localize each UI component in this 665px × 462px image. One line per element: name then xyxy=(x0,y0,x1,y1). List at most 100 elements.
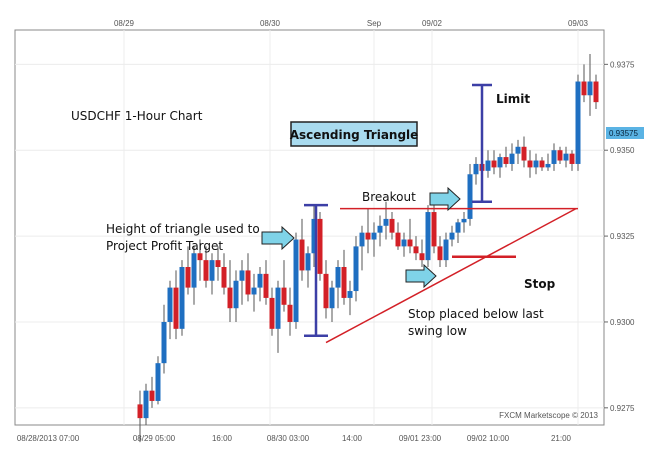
candle-body xyxy=(233,280,239,309)
candle-body xyxy=(383,218,389,226)
candle xyxy=(389,212,395,240)
candle xyxy=(149,376,155,408)
candle xyxy=(269,287,275,336)
candle-body xyxy=(317,218,323,274)
candle xyxy=(341,249,347,305)
bottom-time-label: 16:00 xyxy=(212,434,233,443)
candle-body xyxy=(431,212,437,247)
candle xyxy=(209,253,215,295)
candle xyxy=(503,146,509,168)
candle-body xyxy=(563,153,569,161)
height-note-line1: Height of triangle used to xyxy=(106,222,260,236)
swing-low-arrow-icon xyxy=(405,263,437,289)
candle xyxy=(287,287,293,336)
bottom-time-label: 09/01 23:00 xyxy=(399,434,442,443)
candle-body xyxy=(449,232,455,240)
chart-title: USDCHF 1-Hour Chart xyxy=(71,109,203,123)
candle-body xyxy=(143,390,149,419)
candle-body xyxy=(167,287,173,322)
price-axis: 0.9275 0.9300 0.9325 0.9350 0.9375 xyxy=(604,60,635,413)
candle xyxy=(401,232,407,257)
bottom-time-label: 14:00 xyxy=(342,434,363,443)
candle xyxy=(437,236,443,267)
candle-body xyxy=(461,218,467,223)
candle xyxy=(161,304,167,374)
candle-body xyxy=(401,239,407,247)
candle-body xyxy=(491,160,497,168)
breakout-arrow-icon xyxy=(429,186,461,212)
candle xyxy=(551,143,557,171)
candle-body xyxy=(137,404,143,419)
candle-body xyxy=(545,163,551,168)
candle xyxy=(245,253,251,302)
candle xyxy=(377,215,383,247)
candle xyxy=(191,246,197,305)
last-price-marker xyxy=(606,127,644,139)
candle-body xyxy=(149,390,155,401)
candle-body xyxy=(443,239,449,261)
candle-body xyxy=(341,267,347,298)
candle-body xyxy=(485,160,491,171)
candle-body xyxy=(245,270,251,295)
bottom-time-label: 09/02 10:00 xyxy=(467,434,510,443)
top-date-label: 09/03 xyxy=(568,19,589,28)
price-tick-label: 0.9300 xyxy=(610,318,635,327)
candle xyxy=(365,208,371,254)
candle-body xyxy=(209,260,215,281)
candle xyxy=(575,74,581,171)
candle-body xyxy=(155,363,161,401)
candle xyxy=(353,236,359,302)
candle xyxy=(167,280,173,340)
candle xyxy=(419,239,425,267)
candle-body xyxy=(275,287,281,329)
bottom-time-label: 21:00 xyxy=(551,434,572,443)
candle xyxy=(185,246,191,295)
candle xyxy=(263,260,269,305)
annotations: Ascending Triangle USDCHF 1-Hour Chart H… xyxy=(71,83,599,420)
candle xyxy=(485,150,491,178)
top-date-label: 08/29 xyxy=(114,19,135,28)
bottom-time-axis: 08/28/2013 07:00 08/29 05:00 16:00 08/30 03… xyxy=(17,434,572,443)
candle xyxy=(335,260,341,309)
candle xyxy=(467,163,473,226)
candle xyxy=(449,225,455,247)
candle-body xyxy=(437,246,443,261)
candle xyxy=(173,270,179,340)
candle-body xyxy=(521,146,527,161)
candle-body xyxy=(509,153,515,164)
candle xyxy=(227,260,233,322)
candle xyxy=(461,212,467,233)
height-arrow-icon xyxy=(261,225,295,251)
candle xyxy=(311,205,317,267)
candle xyxy=(533,153,539,175)
candles xyxy=(137,54,599,443)
limit-measure xyxy=(472,83,492,203)
candle-body xyxy=(365,232,371,240)
candle xyxy=(197,239,203,281)
price-tick-label: 0.9375 xyxy=(610,60,635,69)
candle-body xyxy=(359,232,365,247)
height-note-line2: Project Profit Target xyxy=(106,239,223,253)
candle-body xyxy=(515,146,521,154)
candle-body xyxy=(377,225,383,233)
candle xyxy=(293,232,299,329)
candle xyxy=(239,260,245,305)
bottom-time-label: 08/30 03:00 xyxy=(267,434,310,443)
candle-body xyxy=(413,246,419,254)
candle-body xyxy=(353,246,359,292)
candle-body xyxy=(293,239,299,322)
candle xyxy=(581,64,587,103)
candle xyxy=(155,356,161,405)
candle-body xyxy=(299,239,305,271)
candle-body xyxy=(197,253,203,261)
stop-label: Stop xyxy=(524,277,556,291)
candle-body xyxy=(527,160,533,168)
bottom-time-label: 08/28/2013 07:00 xyxy=(17,434,80,443)
breakout-label: Breakout xyxy=(362,190,416,204)
candle-body xyxy=(329,287,335,309)
candle xyxy=(491,150,497,175)
candle-body xyxy=(425,212,431,261)
candle-body xyxy=(251,287,257,295)
plot-frame xyxy=(14,29,605,426)
